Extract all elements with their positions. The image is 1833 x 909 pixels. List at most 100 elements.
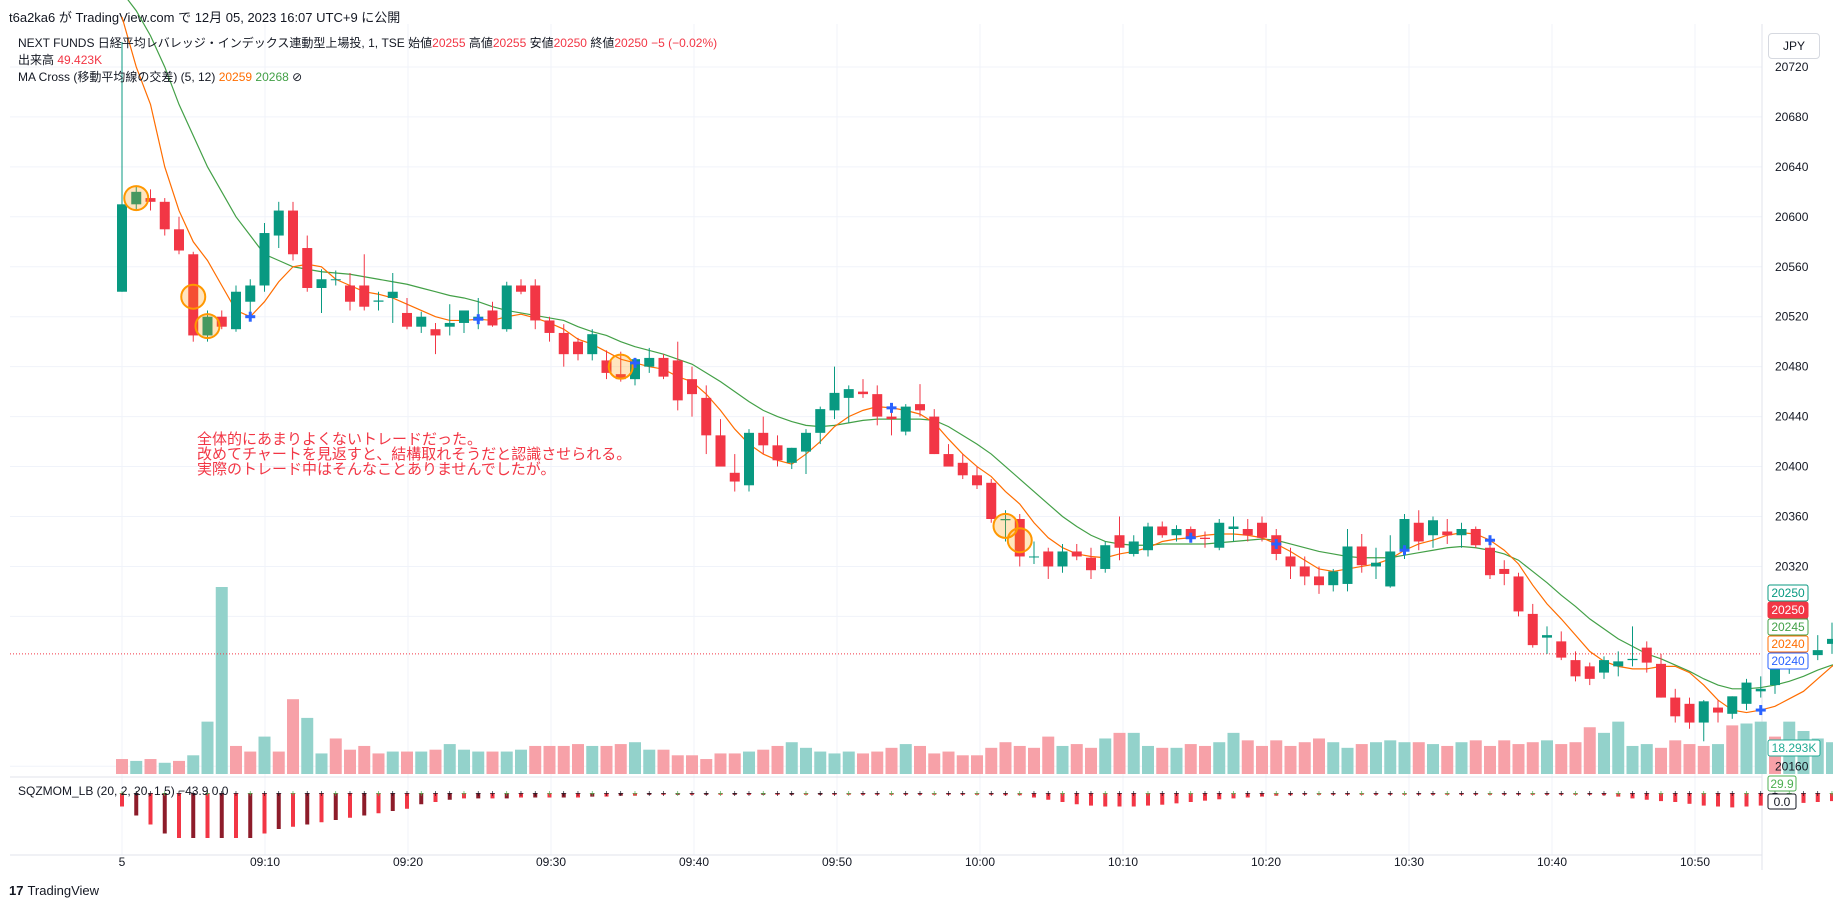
candle-body: [672, 360, 683, 401]
volume-bar: [116, 759, 128, 774]
oscillator-cross-icon: +: [660, 789, 667, 798]
oscillator-bar: [1673, 793, 1678, 802]
oscillator-cross-icon: +: [1686, 789, 1693, 798]
oscillator-cross-icon: +: [1102, 789, 1109, 798]
volume-bar: [600, 745, 613, 774]
oscillator-bar: [647, 793, 652, 795]
time-tick-label: 10:20: [1251, 855, 1281, 869]
oscillator-tag: [1767, 775, 1797, 792]
candle-body: [1556, 641, 1567, 658]
volume-bar: [572, 744, 584, 774]
volume-legend: 出来高 49.423K: [18, 51, 102, 68]
osc-value-2: 0.0: [211, 784, 229, 798]
price-tick-label: 20480: [1775, 360, 1809, 374]
candle-body: [858, 391, 868, 395]
currency-button[interactable]: JPY: [1768, 33, 1820, 59]
volume-bar: [529, 745, 542, 774]
candle-body: [1143, 526, 1153, 551]
candle-body: [430, 329, 441, 336]
footer-brand: TradingView: [27, 883, 100, 898]
volume-bar: [187, 755, 200, 774]
volume-bar: [857, 753, 869, 774]
oscillator-cross-icon: +: [774, 789, 781, 798]
volume-bar: [1284, 745, 1297, 774]
hidden-icon[interactable]: ⊘: [292, 70, 303, 84]
tradingview-logo-icon: 17: [9, 883, 24, 898]
volume-bar: [1070, 744, 1083, 774]
oscillator-cross-icon: +: [1145, 789, 1152, 798]
candle-body: [174, 229, 184, 251]
volume-bar: [999, 742, 1012, 774]
oscillator-cross-icon: +: [1487, 789, 1494, 798]
oscillator-cross-icon: +: [874, 789, 881, 798]
volume-bar: [1740, 723, 1753, 774]
oscillator-bar: [1644, 793, 1649, 800]
signal-circle-marker: [607, 353, 634, 380]
signal-circle-marker: [123, 185, 150, 212]
candle-body: [288, 210, 298, 255]
oscillator-bar: [1017, 793, 1022, 796]
volume-bar: [315, 753, 328, 774]
oscillator-cross-icon: +: [560, 789, 567, 798]
time-tick-label: 10:50: [1680, 855, 1710, 869]
oscillator-cross-icon: +: [589, 789, 596, 798]
osc-value-1: −43.9: [178, 784, 209, 798]
oscillator-cross-icon: +: [1230, 789, 1237, 798]
oscillator-cross-icon: +: [1287, 789, 1294, 798]
oscillator-cross-icon: +: [1643, 789, 1650, 798]
oscillator-bar: [789, 793, 794, 795]
candle-body: [972, 475, 982, 486]
oscillator-bar: [1830, 793, 1833, 802]
candle-body: [1171, 528, 1182, 536]
oscillator-bar: [1630, 793, 1635, 799]
candle-body: [1613, 661, 1624, 667]
oscillator-bar: [775, 793, 780, 795]
volume-bar: [1569, 742, 1582, 774]
oscillator-bar: [732, 793, 737, 795]
oscillator-cross-icon: +: [389, 789, 396, 798]
time-tick-label: 10:30: [1394, 855, 1424, 869]
oscillator-bar: [533, 793, 538, 798]
oscillator-cross-icon: +: [1572, 789, 1579, 798]
oscillator-bar: [490, 793, 495, 799]
candle-body: [159, 201, 170, 230]
candle-body: [316, 279, 327, 288]
candle-body: [1770, 655, 1780, 686]
candle-body: [1413, 522, 1424, 542]
candle-body: [829, 392, 840, 411]
oscillator-bar: [690, 793, 694, 795]
oscillator-bar: [675, 793, 680, 795]
oscillator-bar: [248, 793, 253, 838]
oscillator-bar: [1331, 793, 1336, 795]
volume-bar: [272, 751, 285, 774]
volume-bar: [458, 749, 470, 774]
oscillator-bar: [1317, 793, 1321, 795]
oscillator-bar: [1744, 793, 1749, 807]
volume-bar: [1341, 747, 1354, 774]
oscillator-bar: [1587, 793, 1592, 795]
candle-body: [1356, 546, 1367, 566]
oscillator-bar: [718, 793, 723, 795]
oscillator-cross-icon: +: [446, 789, 453, 798]
candle-body: [1499, 568, 1510, 574]
oscillator-bar: [1431, 793, 1435, 795]
oscillator-bar: [604, 793, 609, 797]
oscillator-cross-icon: +: [1415, 789, 1422, 798]
candle-body: [658, 357, 669, 377]
oscillator-bar: [661, 793, 666, 795]
candle-body: [558, 332, 569, 355]
open-label: 始値: [408, 36, 433, 50]
oscillator-cross-icon: +: [1273, 789, 1280, 798]
candle-body: [487, 310, 498, 326]
oscillator-bar: [704, 793, 709, 795]
oscillator-bar: [462, 793, 466, 799]
volume-bar: [1669, 740, 1682, 774]
volume-tag: [1767, 739, 1821, 757]
volume-bar: [614, 744, 627, 774]
oscillator-cross-icon: +: [1529, 789, 1536, 798]
oscillator-cross-icon: +: [503, 789, 510, 798]
oscillator-cross-icon: +: [1344, 789, 1351, 798]
oscillator-bar: [618, 793, 623, 796]
volume-bar: [1697, 745, 1710, 774]
